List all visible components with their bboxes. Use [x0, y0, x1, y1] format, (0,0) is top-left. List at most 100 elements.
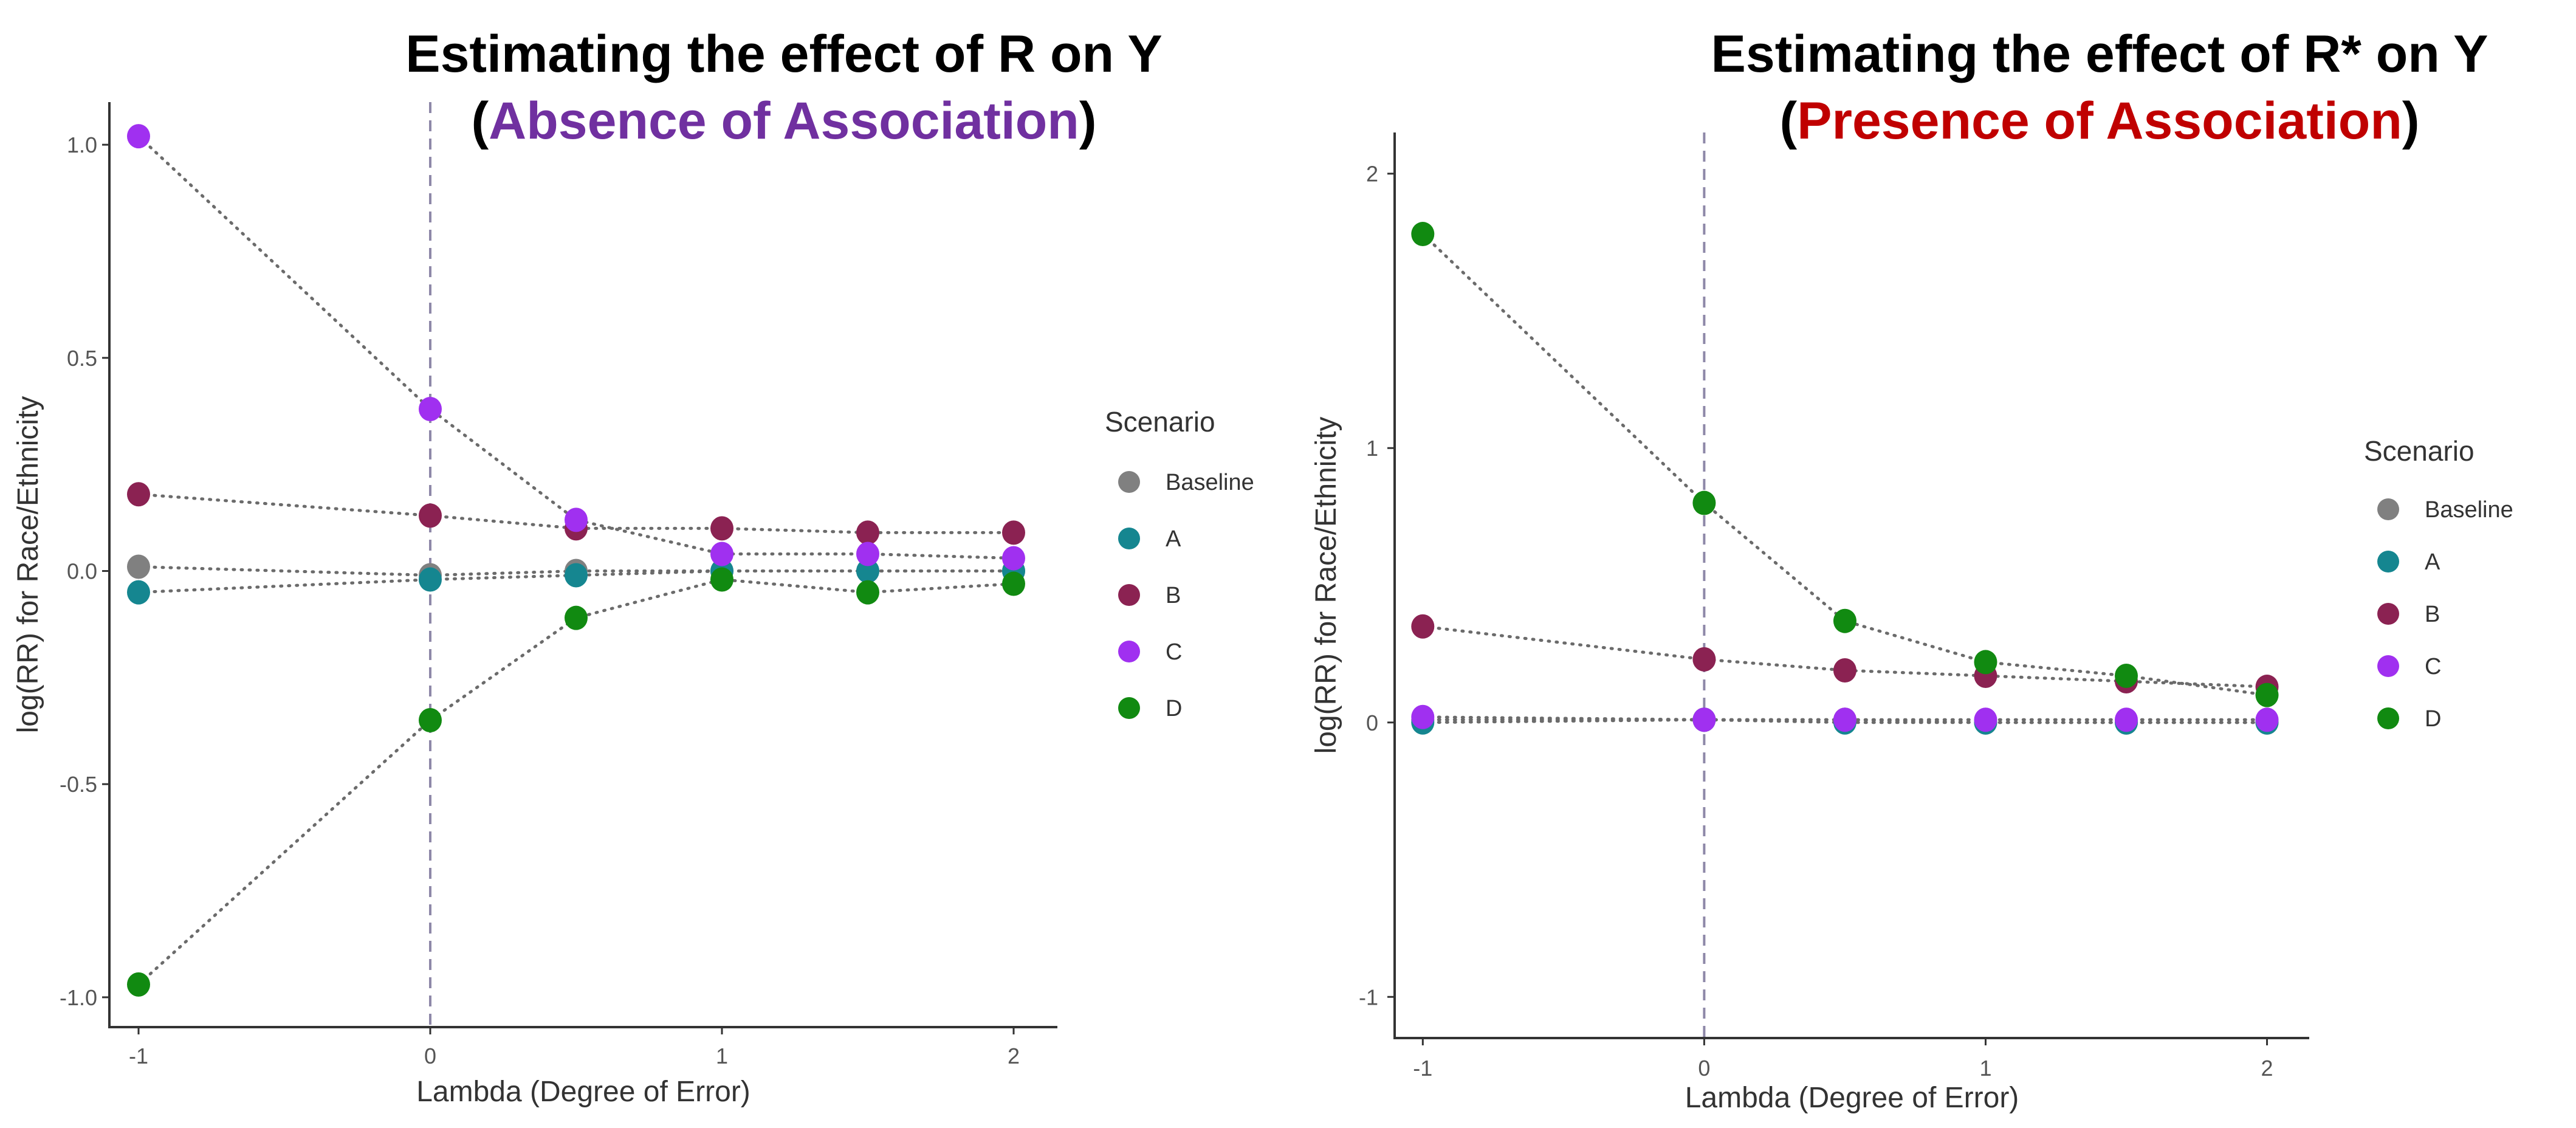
y-tick-label: 1 — [1366, 436, 1378, 461]
point-a — [127, 580, 150, 605]
point-a — [565, 563, 588, 588]
series-line-b — [1421, 625, 2269, 689]
point-c — [2115, 707, 2138, 732]
point-b — [127, 482, 150, 507]
point-c — [1002, 546, 1025, 571]
subtitle-close-paren: ) — [1079, 92, 1097, 150]
legend-swatch-baseline — [1118, 471, 1140, 493]
chart-title: Estimating the effect of R* on Y — [1711, 25, 2488, 83]
legend-swatch-d — [1118, 697, 1140, 719]
legend-swatch-baseline — [2377, 498, 2399, 520]
x-tick-label: -1 — [1413, 1056, 1432, 1081]
series-line-b — [137, 492, 1015, 534]
y-axis-label: log(RR) for Race/Ethnicity — [1310, 417, 1342, 754]
x-tick-label: 1 — [716, 1044, 728, 1068]
y-tick-label: 2 — [1366, 162, 1378, 187]
y-tick-label: 0 — [1366, 710, 1378, 735]
point-d — [710, 567, 733, 592]
x-tick-label: 2 — [1008, 1044, 1020, 1068]
x-axis-label: Lambda (Degree of Error) — [416, 1076, 750, 1108]
legend-swatch-a — [1118, 528, 1140, 549]
chart-panel-2: Estimating the effect of R* on Y (Presenc… — [1310, 25, 2513, 1114]
legend-label-a: A — [2425, 549, 2440, 575]
x-tick-label: 1 — [1979, 1056, 1991, 1081]
legend-swatch-b — [2377, 603, 2399, 625]
chart-subtitle: (Presence of Association) — [1780, 92, 2420, 150]
legend-swatch-d — [2377, 707, 2399, 729]
series-line-d — [1421, 232, 2269, 697]
subtitle-open-paren: ( — [1780, 92, 1798, 150]
point-d — [1974, 650, 1997, 675]
legend-label-c: C — [1166, 639, 1182, 665]
x-axis-label: Lambda (Degree of Error) — [1685, 1082, 2019, 1114]
x-tick-label: -1 — [129, 1044, 148, 1068]
series-line-c — [1421, 715, 2269, 721]
y-tick-label: -1 — [1359, 985, 1378, 1009]
x-tick-label: 2 — [2261, 1056, 2273, 1081]
point-c — [1411, 704, 1435, 729]
legend-label-b: B — [2425, 602, 2440, 627]
point-d — [856, 580, 879, 605]
y-tick-label: 1.0 — [67, 132, 97, 157]
series-line-c — [137, 134, 1015, 560]
legend-label-baseline: Baseline — [2425, 497, 2513, 523]
point-d — [2115, 664, 2138, 688]
series-line-a — [1421, 718, 2269, 724]
y-axis-label: log(RR) for Race/Ethnicity — [12, 396, 44, 734]
x-tick-label: 0 — [1698, 1056, 1710, 1081]
legend-label-d: D — [1166, 696, 1182, 721]
subtitle-highlight: Presence of Association — [1797, 92, 2402, 150]
series-line-d — [137, 578, 1015, 986]
point-c — [710, 542, 733, 566]
point-b — [1692, 647, 1716, 672]
y-tick-label: -1.0 — [60, 985, 97, 1010]
legend-title: Scenario — [2364, 435, 2475, 467]
point-c — [127, 124, 150, 149]
point-b — [1002, 520, 1025, 545]
legend-swatch-c — [1118, 641, 1140, 662]
point-b — [1411, 614, 1435, 639]
point-c — [856, 542, 879, 566]
point-c — [1974, 707, 1997, 732]
point-c — [565, 507, 588, 532]
subtitle-open-paren: ( — [472, 92, 489, 150]
point-c — [1833, 707, 1856, 732]
legend-label-c: C — [2425, 654, 2441, 679]
point-d — [2255, 683, 2279, 707]
y-tick-label: 0.0 — [67, 559, 97, 584]
point-a — [419, 567, 442, 592]
legend-swatch-c — [2377, 655, 2399, 677]
point-d — [1692, 490, 1716, 515]
subtitle-highlight: Absence of Association — [489, 92, 1079, 150]
y-tick-label: 0.5 — [67, 346, 97, 371]
point-d — [1411, 222, 1435, 247]
chart-subtitle: (Absence of Association) — [472, 92, 1097, 150]
point-d — [565, 605, 588, 630]
point-d — [127, 972, 150, 997]
point-a — [856, 559, 879, 583]
point-d — [1833, 608, 1856, 633]
legend-label-d: D — [2425, 706, 2441, 732]
legend-label-b: B — [1166, 583, 1181, 608]
point-d — [1002, 571, 1025, 596]
legend-swatch-b — [1118, 584, 1140, 606]
legend-label-a: A — [1166, 526, 1181, 552]
legend-swatch-a — [2377, 551, 2399, 573]
point-b — [856, 520, 879, 545]
point-c — [419, 396, 442, 421]
point-c — [2255, 707, 2279, 732]
x-tick-label: 0 — [424, 1044, 436, 1068]
point-b — [419, 503, 442, 528]
y-tick-label: -0.5 — [60, 772, 97, 797]
subtitle-close-paren: ) — [2402, 92, 2420, 150]
point-b — [1833, 658, 1856, 683]
point-c — [1692, 707, 1716, 732]
legend-title: Scenario — [1105, 406, 1215, 438]
point-d — [419, 708, 442, 733]
legend-label-baseline: Baseline — [1166, 470, 1254, 495]
point-baseline — [127, 554, 150, 579]
chart-title: Estimating the effect of R on Y — [405, 25, 1163, 83]
point-b — [710, 516, 733, 541]
chart-panel-1: Estimating the effect of R on Y (Absence … — [12, 25, 1254, 1108]
